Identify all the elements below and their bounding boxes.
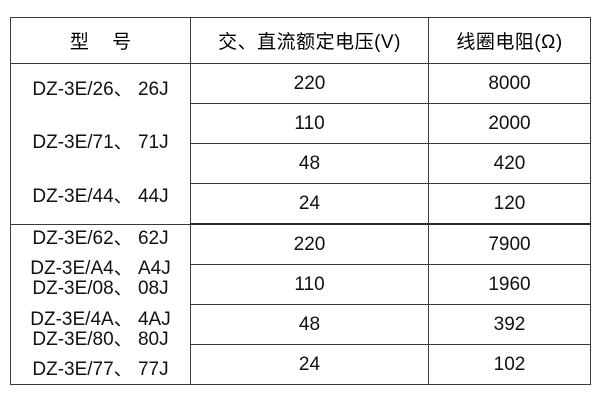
voltage-value: 220: [190, 223, 429, 265]
voltage-value: 24: [190, 344, 429, 385]
model-name: DZ-3E/4A、 4AJ: [30, 308, 171, 330]
voltage-value: 48: [190, 143, 429, 184]
relay-specification-table: 型 号 交、直流额定电压(V) 线圈电阻(Ω) DZ-3E/26、 26J DZ…: [10, 17, 591, 385]
resistance-value: 7900: [428, 223, 591, 265]
table-row: 48 392: [11, 304, 591, 345]
voltage-value: 48: [190, 304, 429, 345]
resistance-value: 2000: [428, 103, 591, 144]
model-name: DZ-3E/77、 77J: [32, 359, 169, 381]
table-row: 110 1960: [11, 264, 591, 305]
model-group-cell-1: DZ-3E/26、 26J DZ-3E/71、 71J DZ-3E/44、 44…: [10, 63, 191, 225]
column-header-resistance: 线圈电阻(Ω): [428, 17, 591, 64]
model-name: DZ-3E/80、 80J: [32, 329, 169, 351]
table-row: 48 420: [11, 143, 591, 184]
resistance-value: 1960: [428, 264, 591, 305]
resistance-value: 420: [428, 143, 591, 184]
resistance-value: 8000: [428, 63, 591, 104]
table-row: 110 2000: [11, 103, 591, 144]
resistance-value: 120: [428, 183, 591, 225]
table-header: 型 号 交、直流额定电压(V) 线圈电阻(Ω): [10, 17, 591, 64]
model-name: DZ-3E/26、 26J: [32, 79, 169, 101]
header-row: 型 号 交、直流额定电压(V) 线圈电阻(Ω): [10, 17, 591, 64]
voltage-value: 24: [190, 183, 429, 225]
model-name: DZ-3E/71、 71J: [32, 132, 169, 154]
model-name: DZ-3E/62、 62J: [32, 227, 169, 249]
voltage-value: 220: [190, 63, 429, 104]
model-name-pair: DZ-3E/4A、 4AJ DZ-3E/80、 80J: [11, 308, 190, 351]
voltage-value: 110: [190, 103, 429, 144]
model-name: DZ-3E/A4、 A4J: [30, 258, 171, 280]
resistance-value: 392: [428, 304, 591, 345]
model-stack-2: DZ-3E/62、 62J DZ-3E/A4、 A4J DZ-3E/08、 08…: [11, 225, 190, 385]
model-stack-1: DZ-3E/26、 26J DZ-3E/71、 71J DZ-3E/44、 44…: [11, 64, 190, 224]
model-name: DZ-3E/44、 44J: [32, 185, 169, 207]
table-body: DZ-3E/26、 26J DZ-3E/71、 71J DZ-3E/44、 44…: [10, 63, 591, 385]
column-header-voltage: 交、直流额定电压(V): [190, 17, 429, 64]
resistance-value: 102: [428, 344, 591, 385]
voltage-value: 110: [190, 264, 429, 305]
table-row: DZ-3E/62、 62J DZ-3E/A4、 A4J DZ-3E/08、 08…: [10, 223, 591, 385]
table-row: 24 102: [11, 344, 591, 385]
table-row: 24 120: [11, 183, 591, 225]
model-name: DZ-3E/08、 08J: [32, 278, 169, 300]
table-row: DZ-3E/26、 26J DZ-3E/71、 71J DZ-3E/44、 44…: [10, 63, 591, 225]
column-header-model: 型 号: [10, 17, 191, 64]
model-name-pair: DZ-3E/A4、 A4J DZ-3E/08、 08J: [11, 259, 190, 299]
model-group-cell-2: DZ-3E/62、 62J DZ-3E/A4、 A4J DZ-3E/08、 08…: [10, 223, 191, 385]
